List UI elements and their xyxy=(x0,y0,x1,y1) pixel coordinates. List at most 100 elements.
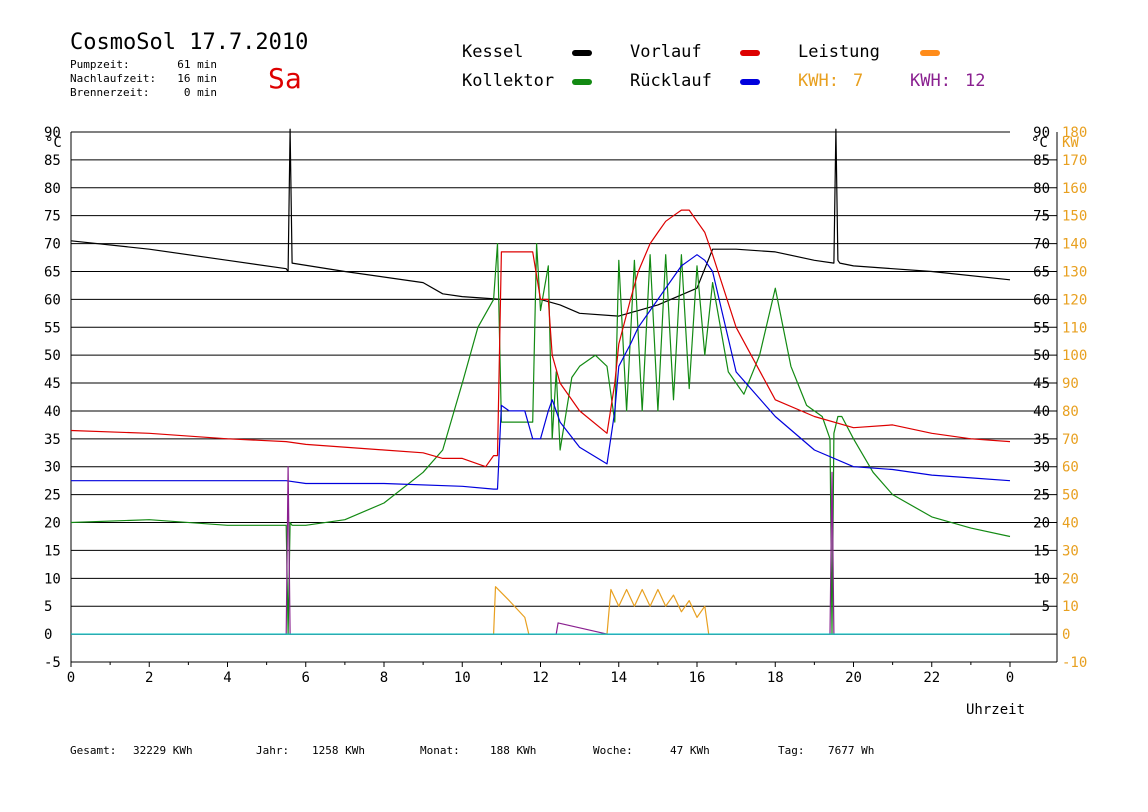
stat-value-nachlaufzeit: 16 min xyxy=(177,72,217,85)
y-tick-label-left: 85 xyxy=(44,153,61,169)
y-axis-unit-left: °C xyxy=(45,135,62,151)
y-tick-label-right: 20 xyxy=(1033,516,1050,532)
x-tick-label: 18 xyxy=(767,670,784,686)
stat-label-brennerzeit: Brennerzeit: xyxy=(70,86,150,99)
y-tick-label-left: 50 xyxy=(44,348,61,364)
stat-label-nachlaufzeit: Nachlaufzeit: xyxy=(70,72,157,85)
x-tick-label: 10 xyxy=(454,670,471,686)
footer-monat-label: Monat: xyxy=(420,744,460,757)
y-tick-label-kw: -10 xyxy=(1062,655,1087,671)
y-tick-label-right: 15 xyxy=(1033,543,1050,559)
y-tick-label-kw: 80 xyxy=(1062,404,1079,420)
legend-kollektor-swatch xyxy=(572,79,592,85)
y-tick-label-left: -5 xyxy=(44,655,61,671)
y-tick-label-right: 40 xyxy=(1033,404,1050,420)
page-title: CosmoSol 17.7.2010 xyxy=(70,30,309,55)
y-tick-label-left: 5 xyxy=(44,599,52,615)
legend-ruecklauf-label: Rücklauf xyxy=(630,71,712,91)
weekday-label: Sa xyxy=(268,62,302,95)
y-tick-label-right: 80 xyxy=(1033,181,1050,197)
legend-kwh1-value: 7 xyxy=(853,71,864,91)
y-tick-label-right: 70 xyxy=(1033,237,1050,253)
y-tick-label-right: 90 xyxy=(1033,125,1050,141)
footer-jahr-value: 1258 KWh xyxy=(312,744,365,757)
y-tick-label-left: 25 xyxy=(44,488,61,504)
y-tick-label-right: 75 xyxy=(1033,209,1050,225)
series-line-ruecklauf xyxy=(71,254,1011,490)
y-tick-label-kw: 140 xyxy=(1062,237,1087,253)
y-tick-label-right: 65 xyxy=(1033,264,1050,280)
y-tick-label-kw: 70 xyxy=(1062,432,1079,448)
legend-kollektor-label: Kollektor xyxy=(462,71,555,91)
footer-gesamt-value: 32229 KWh xyxy=(133,744,193,757)
y-tick-label-kw: 20 xyxy=(1062,571,1079,587)
y-tick-label-kw: 170 xyxy=(1062,153,1087,169)
series-line-kwh-violet xyxy=(71,466,1010,635)
y-tick-label-right: 55 xyxy=(1033,320,1050,336)
y-axis-unit-right-kw: KW xyxy=(1062,135,1079,151)
legend-leistung-swatch xyxy=(920,50,940,56)
y-tick-label-right: 85 xyxy=(1033,153,1050,169)
y-tick-label-left: 0 xyxy=(44,627,52,643)
stat-value-brennerzeit: 0 min xyxy=(183,86,217,99)
series-line-leistung xyxy=(71,586,1010,635)
legend-ruecklauf-swatch xyxy=(740,79,760,85)
y-tick-label-kw: 40 xyxy=(1062,516,1079,532)
legend-kwh2-value: 12 xyxy=(965,71,986,91)
legend-kwh2-label: KWH: xyxy=(910,71,951,91)
y-tick-label-right: 35 xyxy=(1033,432,1050,448)
y-tick-label-left: 35 xyxy=(44,432,61,448)
y-tick-label-right: 5 xyxy=(1042,599,1050,615)
legend-leistung-label: Leistung xyxy=(798,42,880,62)
y-tick-label-left: 20 xyxy=(44,516,61,532)
x-tick-label: 2 xyxy=(145,670,153,686)
footer-tag-value: 7677 Wh xyxy=(828,744,875,757)
y-tick-label-left: 60 xyxy=(44,292,61,308)
y-tick-label-kw: 110 xyxy=(1062,320,1087,336)
footer-jahr-label: Jahr: xyxy=(256,744,290,757)
y-tick-label-left: 15 xyxy=(44,543,61,559)
x-tick-label: 22 xyxy=(923,670,940,686)
footer-woche-value: 47 KWh xyxy=(670,744,710,757)
stat-label-pumpzeit: Pumpzeit: xyxy=(70,58,130,71)
x-tick-label: 16 xyxy=(689,670,706,686)
x-tick-label: 0 xyxy=(67,670,75,686)
footer-monat-value: 188 KWh xyxy=(490,744,537,757)
axis-layer: -505101520253035404550556065707580859051… xyxy=(44,125,1087,686)
x-tick-label: 14 xyxy=(610,670,627,686)
legend-kwh1-label: KWH: xyxy=(798,71,839,91)
grid-layer xyxy=(70,131,1058,663)
y-tick-label-left: 45 xyxy=(44,376,61,392)
x-tick-label: 8 xyxy=(380,670,388,686)
series-layer xyxy=(70,128,1011,635)
footer-tag-label: Tag: xyxy=(778,744,805,757)
y-tick-label-right: 45 xyxy=(1033,376,1050,392)
y-axis-unit-right-c: °C xyxy=(1031,135,1048,151)
y-tick-label-right: 60 xyxy=(1033,292,1050,308)
y-tick-label-kw: 150 xyxy=(1062,209,1087,225)
footer-gesamt-label: Gesamt: xyxy=(70,744,117,757)
y-tick-label-left: 40 xyxy=(44,404,61,420)
y-tick-label-right: 50 xyxy=(1033,348,1050,364)
y-tick-label-left: 90 xyxy=(44,125,61,141)
y-tick-label-kw: 0 xyxy=(1062,627,1070,643)
y-tick-label-kw: 180 xyxy=(1062,125,1087,141)
y-tick-label-right: 10 xyxy=(1033,571,1050,587)
x-axis-label: Uhrzeit xyxy=(966,702,1025,718)
y-tick-label-kw: 160 xyxy=(1062,181,1087,197)
y-tick-label-right: 30 xyxy=(1033,460,1050,476)
x-tick-label: 0 xyxy=(1006,670,1014,686)
y-tick-label-kw: 90 xyxy=(1062,376,1079,392)
x-tick-label: 20 xyxy=(845,670,862,686)
y-tick-label-left: 70 xyxy=(44,237,61,253)
y-tick-label-left: 65 xyxy=(44,264,61,280)
y-tick-label-kw: 120 xyxy=(1062,292,1087,308)
y-tick-label-kw: 30 xyxy=(1062,543,1079,559)
y-tick-label-left: 10 xyxy=(44,571,61,587)
y-tick-label-kw: 60 xyxy=(1062,460,1079,476)
y-tick-label-left: 75 xyxy=(44,209,61,225)
y-tick-label-right: 25 xyxy=(1033,488,1050,504)
y-tick-label-kw: 50 xyxy=(1062,488,1079,504)
y-tick-label-kw: 130 xyxy=(1062,264,1087,280)
